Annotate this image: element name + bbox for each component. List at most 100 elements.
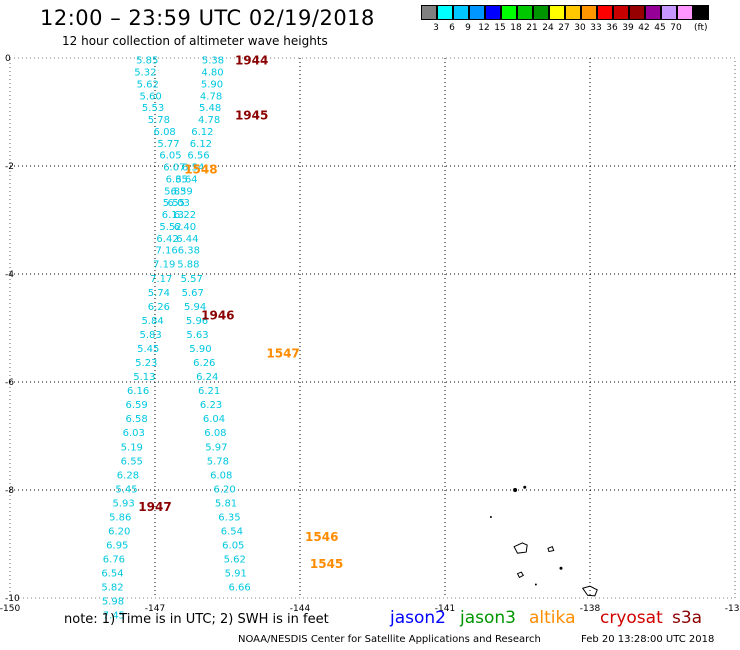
swh-label: 6.54: [101, 569, 123, 580]
swh-label: 5.85: [164, 186, 186, 197]
swh-label: 6.24: [196, 372, 218, 383]
swh-label: 5.52: [159, 222, 181, 233]
pass-time-label: 1946: [201, 309, 234, 323]
swh-label: 5.57: [181, 274, 203, 285]
island-dot: [513, 488, 518, 492]
swh-label: 6.58: [126, 414, 148, 425]
swh-label: 5.88: [177, 260, 199, 271]
swh-label: 5.84: [141, 316, 163, 327]
island-outline: [513, 542, 528, 554]
legend-swatch: [549, 5, 565, 20]
swh-label: 6.16: [127, 386, 149, 397]
swh-label: 6.07: [163, 163, 185, 174]
legend-label: 24: [542, 23, 554, 33]
swh-label: 6.44: [176, 234, 198, 245]
legend-swatch: [645, 5, 661, 20]
swh-label: 5.23: [135, 358, 157, 369]
legend-label: 21: [526, 23, 538, 33]
swh-label: 7.19: [153, 260, 175, 271]
y-tick-label: -8: [5, 486, 14, 496]
x-tick-label: -138: [580, 604, 601, 614]
legend-swatch: [485, 5, 501, 20]
swh-label: 6.66: [228, 583, 250, 594]
swh-label: 6.26: [148, 302, 170, 313]
island-outline: [547, 546, 555, 553]
swh-label: 5.13: [133, 372, 155, 383]
swh-label: 5.85: [136, 56, 158, 67]
satellite-legend-s3a: s3a: [672, 608, 703, 628]
legend-swatch: [581, 5, 597, 20]
legend-swatch: [677, 5, 693, 20]
y-tick-label: -10: [5, 594, 20, 604]
pass-time-label: 1545: [310, 557, 343, 571]
swh-label: 6.35: [166, 174, 188, 185]
swh-label: 5.48: [199, 103, 221, 114]
swh-label: 6.05: [159, 151, 181, 162]
page-title: 12:00 – 23:59 UTC 02/19/2018: [40, 6, 375, 30]
swh-label: 6.20: [213, 484, 235, 495]
y-tick-label: -2: [5, 162, 14, 172]
legend-swatch: [421, 5, 437, 20]
swh-label: 5.81: [215, 498, 237, 509]
swh-label: 5.45: [115, 484, 137, 495]
swh-label: 5.63: [186, 330, 208, 341]
swh-label: 5.96: [186, 316, 208, 327]
swh-label: 5.94: [184, 302, 206, 313]
credit-text: NOAA/NESDIS Center for Satellite Applica…: [238, 634, 541, 645]
swh-label: 6.04: [203, 414, 225, 425]
swh-label: 6.76: [103, 555, 125, 566]
pass-time-label: 1944: [235, 54, 268, 68]
swh-label: 7.17: [150, 274, 172, 285]
swh-label: 5.82: [101, 583, 123, 594]
swh-label: 5.97: [205, 442, 227, 453]
swh-label: 6.35: [218, 512, 240, 523]
swh-label: 5.78: [207, 456, 229, 467]
swh-label: 5.86: [109, 512, 131, 523]
legend-swatch: [613, 5, 629, 20]
legend-unit: (ft): [694, 23, 708, 33]
y-tick-label: 0: [5, 54, 11, 64]
swh-label: 4.78: [198, 115, 220, 126]
swh-label: 6.42: [156, 234, 178, 245]
swh-label: 5.90: [201, 79, 223, 90]
swh-label: 5.67: [182, 288, 204, 299]
swh-label: 5.62: [224, 555, 246, 566]
legend-swatch: [661, 5, 677, 20]
legend-label: 18: [510, 23, 522, 33]
legend-swatch: [437, 5, 453, 20]
legend-swatch: [453, 5, 469, 20]
x-tick-label: -141: [435, 604, 455, 614]
swh-label: 5.60: [140, 91, 162, 102]
legend-label: 42: [638, 23, 650, 33]
legend-label: 30: [574, 23, 586, 33]
satellite-legend-jason2: jason2: [390, 608, 446, 628]
swh-label: 6.13: [162, 210, 184, 221]
swh-label: 6.26: [193, 358, 215, 369]
legend-label: 15: [494, 23, 506, 33]
y-tick-label: -6: [5, 378, 14, 388]
swh-label: 5.19: [121, 442, 143, 453]
swh-label: 5.55: [163, 198, 185, 209]
swh-label: 6.20: [108, 527, 130, 538]
legend-label: 39: [622, 23, 634, 33]
swh-label: 6.64: [175, 174, 197, 185]
legend-swatch: [629, 5, 645, 20]
swh-label: 6.38: [178, 246, 200, 257]
legend-label: 9: [465, 23, 471, 33]
legend-swatch: [565, 5, 581, 20]
x-tick-label: -150: [0, 604, 20, 614]
legend-label: 36: [606, 23, 618, 33]
legend-swatch: [501, 5, 517, 20]
swh-label: 6.12: [190, 139, 212, 150]
legend-label: 3: [433, 23, 439, 33]
swh-label: 6.03: [168, 198, 190, 209]
legend-label: 12: [478, 23, 490, 33]
legend-swatch: [693, 5, 709, 20]
swh-label: 6.12: [191, 127, 213, 138]
island-dot: [534, 583, 537, 586]
swh-label: 7.45: [103, 611, 125, 622]
x-tick-label: -135: [725, 604, 740, 614]
swh-label: 7.16: [155, 246, 177, 257]
pass-time-label: 1947: [138, 500, 171, 514]
